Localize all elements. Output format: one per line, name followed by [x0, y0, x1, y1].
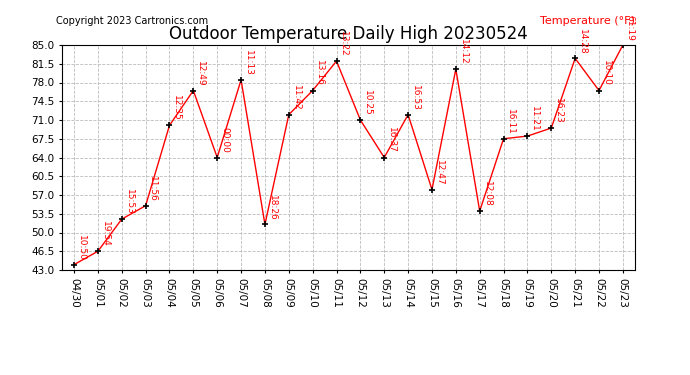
Text: 00:00: 00:00: [220, 128, 229, 153]
Text: 16:11: 16:11: [506, 109, 515, 135]
Text: 15:53: 15:53: [124, 189, 134, 215]
Text: 12:08: 12:08: [482, 181, 491, 207]
Text: 16:23: 16:23: [554, 98, 563, 124]
Text: 11:21: 11:21: [530, 106, 539, 132]
Text: 13:16: 13:16: [315, 60, 324, 86]
Text: 16:53: 16:53: [411, 85, 420, 111]
Text: 19:54: 19:54: [101, 221, 110, 247]
Text: 13:22: 13:22: [339, 31, 348, 57]
Text: 12:49: 12:49: [196, 61, 205, 86]
Text: 10:25: 10:25: [363, 90, 372, 116]
Text: 12:35: 12:35: [172, 96, 181, 121]
Text: 11:42: 11:42: [292, 85, 301, 111]
Text: Temperature (°F): Temperature (°F): [540, 16, 635, 26]
Text: 14:12: 14:12: [459, 39, 468, 65]
Text: 61:19: 61:19: [626, 15, 635, 41]
Text: 16:37: 16:37: [387, 128, 396, 153]
Text: 11:13: 11:13: [244, 50, 253, 76]
Text: 18:26: 18:26: [268, 195, 277, 220]
Title: Outdoor Temperature Daily High 20230524: Outdoor Temperature Daily High 20230524: [169, 26, 528, 44]
Text: 11:56: 11:56: [148, 176, 157, 201]
Text: 10:10: 10:10: [602, 60, 611, 86]
Text: 10:50: 10:50: [77, 235, 86, 261]
Text: 14:28: 14:28: [578, 28, 587, 54]
Text: 12:47: 12:47: [435, 160, 444, 186]
Text: Copyright 2023 Cartronics.com: Copyright 2023 Cartronics.com: [57, 16, 208, 26]
